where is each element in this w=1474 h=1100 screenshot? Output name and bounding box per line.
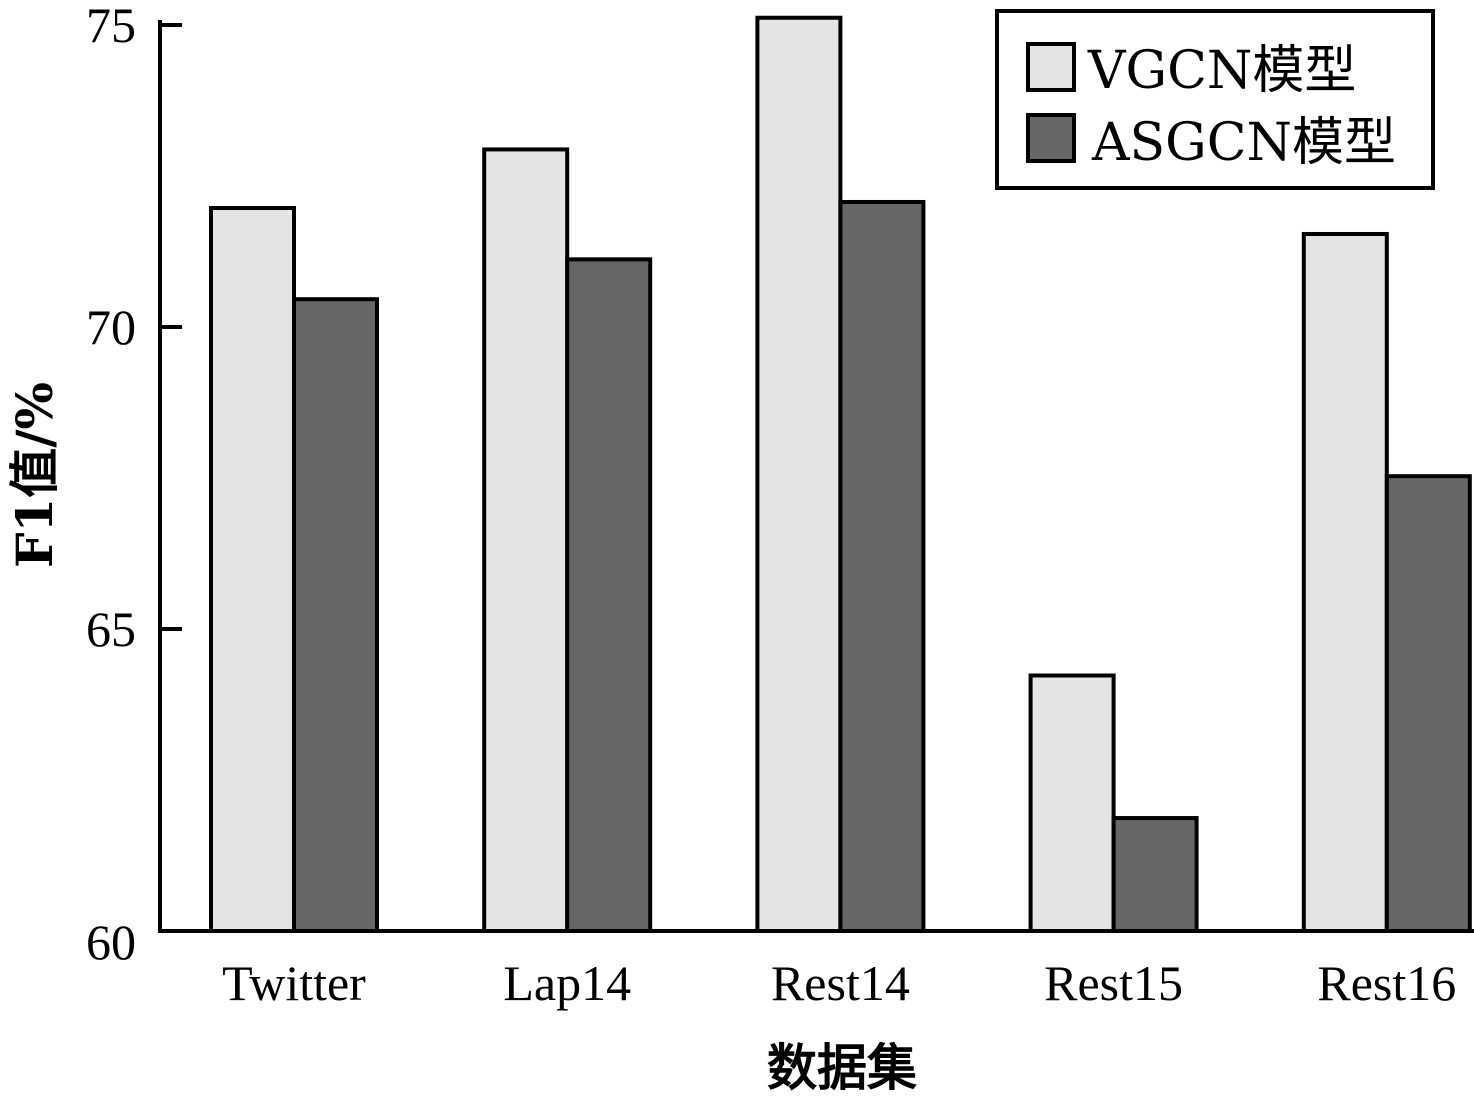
bar-rest14-vgcn [755, 15, 843, 933]
y-axis-title: F1值/% [5, 382, 64, 568]
bars-group [209, 15, 1472, 934]
bar-rest15-vgcn [1028, 673, 1116, 933]
y-tick-label: 75 [86, 0, 136, 53]
bar-rest15-asgcn [1111, 816, 1199, 933]
bar-rest16-vgcn [1301, 231, 1389, 933]
x-tick-label-twitter: Twitter [222, 955, 366, 1011]
bar-twitter-vgcn [209, 206, 296, 933]
legend: VGCN模型 ASGCN模型 [995, 9, 1435, 190]
legend-label-asgcn: ASGCN模型 [1091, 113, 1396, 173]
x-tick-label-rest16: Rest16 [1317, 955, 1456, 1011]
bar-rest16-asgcn [1384, 474, 1472, 933]
x-tick-labels-group: Twitter Lap14 Rest14 Rest15 Rest16 [222, 955, 1456, 1011]
y-ticks-group: 60 65 70 75 [86, 0, 182, 970]
y-tick-label: 70 [86, 299, 136, 355]
legend-swatch-asgcn [1026, 113, 1076, 163]
bar-twitter-asgcn [292, 297, 379, 933]
x-axis-title: 数据集 [767, 1038, 917, 1097]
legend-swatch-vgcn [1026, 42, 1076, 92]
legend-label-vgcn: VGCN模型 [1087, 41, 1356, 101]
bar-lap14-vgcn [482, 147, 570, 933]
bar-rest14-asgcn [838, 199, 926, 934]
x-tick-label-lap14: Lap14 [503, 955, 631, 1011]
axes-group [158, 20, 1474, 933]
x-tick-label-rest15: Rest15 [1044, 955, 1183, 1011]
bar-lap14-asgcn [565, 257, 653, 933]
x-tick-label-rest14: Rest14 [771, 955, 910, 1011]
y-tick-label: 65 [86, 601, 136, 657]
y-tick-label: 60 [86, 914, 136, 970]
